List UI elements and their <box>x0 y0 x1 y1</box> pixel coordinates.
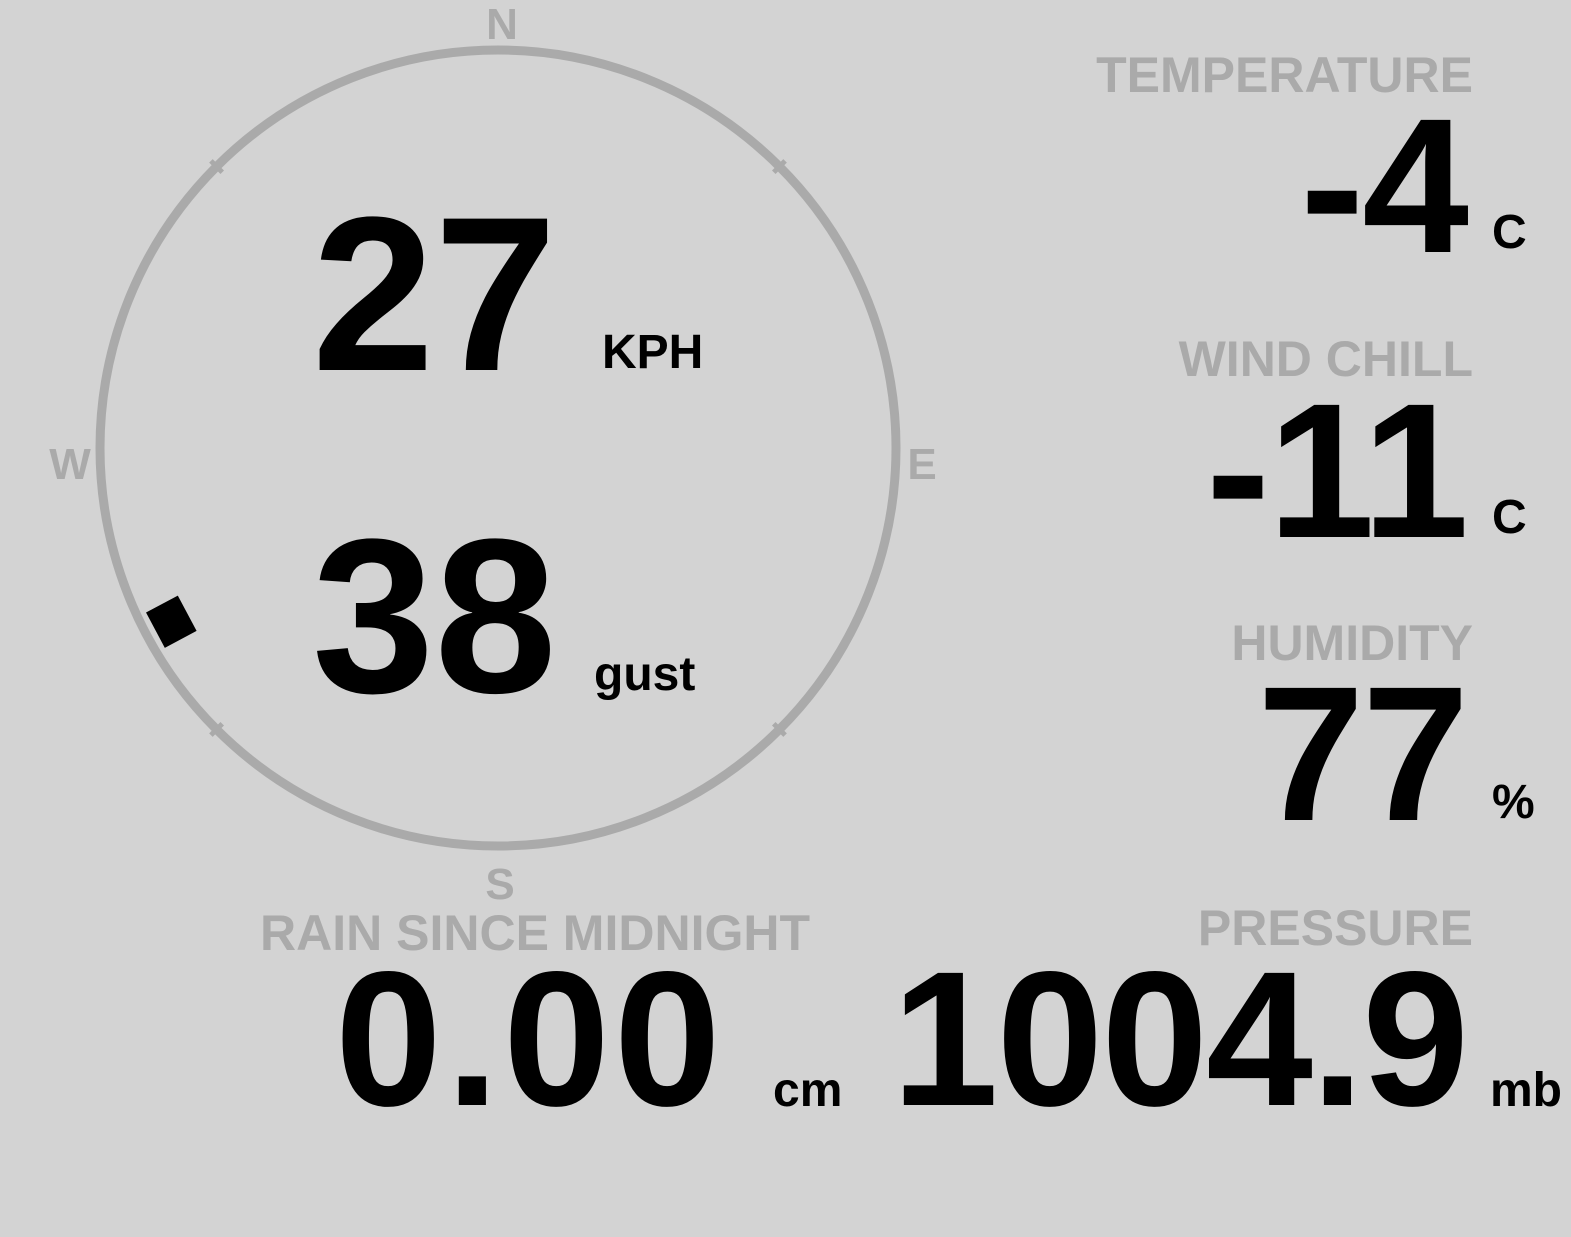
wind-chill-label: WIND CHILL <box>1178 331 1473 387</box>
compass-ring <box>95 45 901 851</box>
rain-label: RAIN SINCE MIDNIGHT <box>260 905 810 961</box>
compass-tick <box>772 722 787 737</box>
compass-north-label: N <box>486 0 518 49</box>
wind-speed-unit: KPH <box>602 326 704 379</box>
humidity-label: HUMIDITY <box>1231 615 1473 671</box>
humidity-unit: % <box>1492 776 1535 829</box>
wind-chill-unit: C <box>1492 491 1527 544</box>
rain-value: 0.00 <box>335 931 725 1146</box>
temperature-value: -4 <box>1300 78 1469 293</box>
compass-east-label: E <box>907 440 937 489</box>
wind-gust-unit: gust <box>594 648 696 701</box>
compass-tick <box>209 722 224 737</box>
wind-chill-value: -11 <box>1206 363 1469 578</box>
compass-dial <box>95 45 901 851</box>
pressure-label: PRESSURE <box>1197 900 1473 956</box>
temperature-label: TEMPERATURE <box>1096 47 1473 103</box>
rain-unit: cm <box>773 1064 843 1117</box>
compass-west-label: W <box>49 440 91 489</box>
compass-tick <box>772 159 787 174</box>
wind-speed-value: 27 <box>312 171 557 417</box>
compass-south-label: S <box>485 860 515 909</box>
compass-tick <box>209 159 224 174</box>
wind-gust-value: 38 <box>312 493 557 739</box>
humidity-value: 77 <box>1257 646 1469 861</box>
pressure-unit: mb <box>1490 1064 1562 1117</box>
temperature-unit: C <box>1492 206 1527 259</box>
wind-direction-pointer <box>146 595 197 648</box>
pressure-value: 1004.9 <box>891 931 1469 1146</box>
